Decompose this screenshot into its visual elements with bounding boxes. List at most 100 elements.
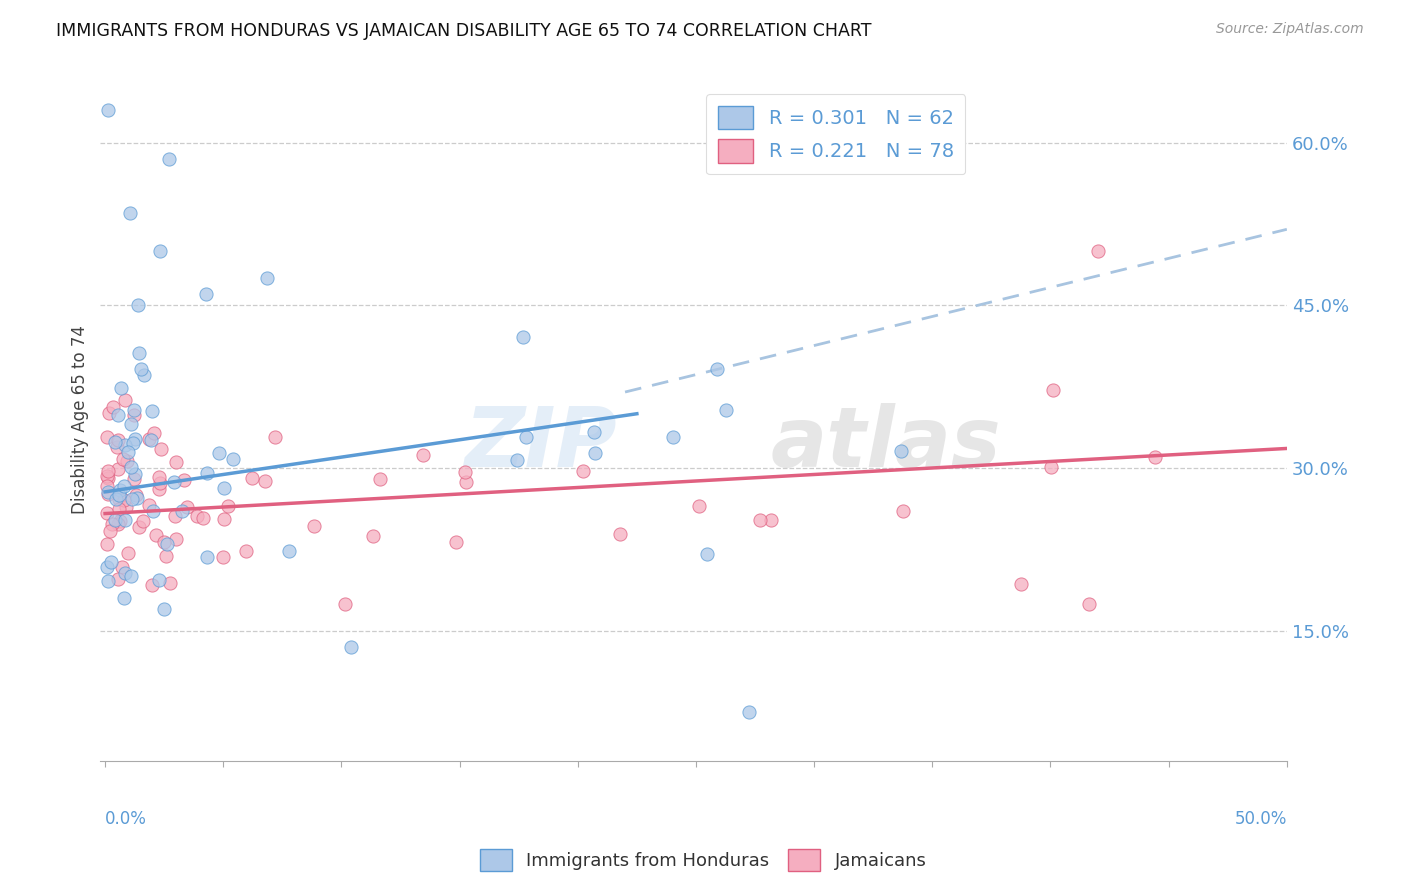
Point [515,430,537,444]
Point [191,510,214,524]
Point [688,499,710,513]
Text: 50.0%: 50.0% [1234,810,1286,828]
Point [107,433,129,447]
Point [1010,577,1032,591]
Point [118,206,141,220]
Point [114,438,136,452]
Point [120,460,142,475]
Point [115,500,138,514]
Point [340,640,363,654]
Point [150,442,173,457]
Point [121,492,143,507]
Point [662,430,685,444]
Text: 0.0%: 0.0% [105,810,148,828]
Point [582,425,605,440]
Point [583,446,606,460]
Point [149,475,172,490]
Point [124,467,146,482]
Point [444,534,467,549]
Point [173,474,195,488]
Point [96,560,118,574]
Point [156,537,179,551]
Point [412,449,434,463]
Point [277,544,299,558]
Point [115,454,138,468]
Point [97,406,120,420]
Point [195,466,218,480]
Point [128,520,150,534]
Point [107,461,129,475]
Point [112,479,135,493]
Point [512,330,534,344]
Point [506,452,529,467]
Point [96,479,118,493]
Point [145,528,167,542]
Point [194,287,217,301]
Point [96,430,118,444]
Point [108,488,131,502]
Point [97,464,120,478]
Point [153,535,176,549]
Point [97,103,120,117]
Point [108,483,131,497]
Point [454,475,477,490]
Point [98,524,121,539]
Point [361,529,384,543]
Point [125,491,148,506]
Point [155,549,177,563]
Point [124,432,146,446]
Point [716,402,738,417]
Point [138,432,160,446]
Point [104,513,127,527]
Point [134,368,156,383]
Point [138,498,160,512]
Point [104,435,127,450]
Point [149,244,172,258]
Point [111,560,134,574]
Point [159,576,181,591]
Point [172,504,194,518]
Point [214,481,236,495]
Point [120,569,142,583]
Point [125,487,148,501]
Point [302,518,325,533]
Point [235,544,257,558]
Point [128,346,150,360]
Point [122,472,145,486]
Point [107,408,129,422]
Point [1042,383,1064,397]
Point [212,549,235,564]
Point [114,591,136,606]
Y-axis label: Disability Age 65 to 74: Disability Age 65 to 74 [72,325,89,514]
Text: atlas: atlas [770,402,1001,483]
Point [370,472,392,486]
Text: ZIP: ZIP [464,402,616,483]
Point [117,445,139,459]
Point [114,513,136,527]
Point [114,566,136,581]
Point [1040,460,1063,475]
Point [127,298,149,312]
Point [738,705,761,719]
Point [121,435,143,450]
Point [97,487,120,501]
Point [195,549,218,564]
Point [1077,597,1099,611]
Point [108,502,131,516]
Point [97,574,120,588]
Point [1087,244,1109,258]
Point [572,464,595,478]
Point [264,430,287,444]
Legend: Immigrants from Honduras, Jamaicans: Immigrants from Honduras, Jamaicans [472,842,934,879]
Point [108,492,131,507]
Point [141,578,163,592]
Point [122,408,145,422]
Point [131,514,153,528]
Point [159,152,181,166]
Point [163,508,186,523]
Point [212,512,235,526]
Text: IMMIGRANTS FROM HONDURAS VS JAMAICAN DISABILITY AGE 65 TO 74 CORRELATION CHART: IMMIGRANTS FROM HONDURAS VS JAMAICAN DIS… [56,22,872,40]
Point [256,271,278,285]
Point [114,393,136,408]
Point [117,546,139,560]
